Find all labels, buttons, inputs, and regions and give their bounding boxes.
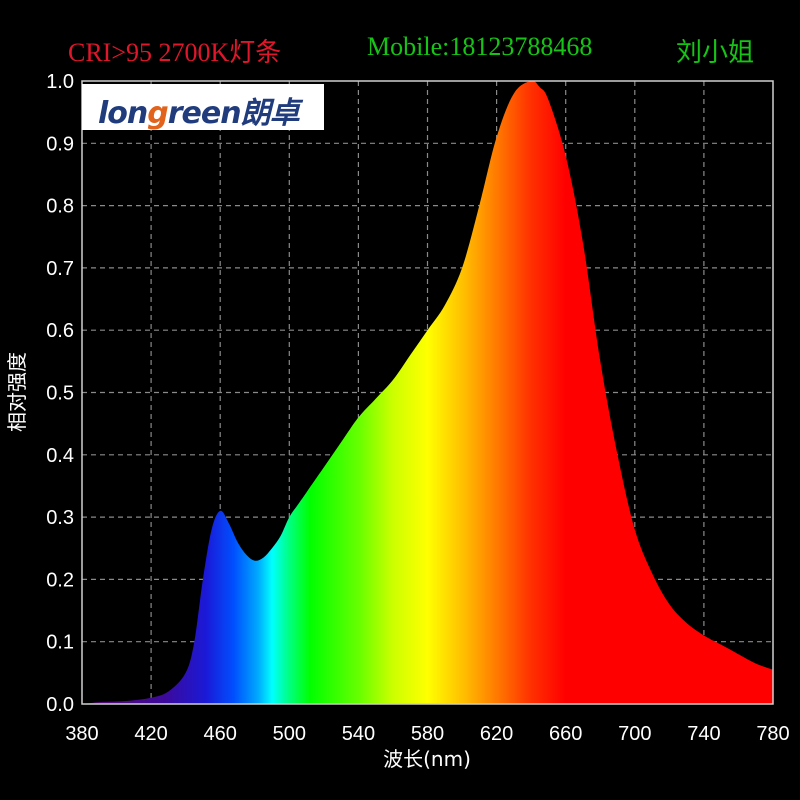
header-bar: CRI>95 2700K灯条 Mobile:18123788468 刘小姐 [0, 28, 800, 72]
y-tick-label: 0.5 [46, 383, 74, 405]
y-tick-label: 0.8 [46, 196, 74, 218]
x-tick-label: 780 [756, 723, 789, 745]
x-tick-label: 660 [549, 723, 582, 745]
spectrum-area [82, 80, 773, 704]
y-tick-label: 0.1 [46, 632, 74, 654]
y-axis-label: 相对强度 [5, 352, 29, 432]
logo-part-tail: reen [167, 96, 242, 131]
y-tick-labels: 0.0 0.1 0.2 0.3 0.4 0.5 0.6 0.7 0.8 0.9 1.0 [46, 71, 74, 716]
x-tick-label: 580 [411, 723, 444, 745]
logo-wordmark: longreen朗卓 [98, 88, 300, 132]
x-tick-label: 420 [134, 723, 167, 745]
logo-part-cn: 朗卓 [240, 96, 300, 131]
y-tick-label: 0.2 [46, 569, 74, 591]
y-tick-label: 0.7 [46, 258, 74, 280]
x-axis-label: 波长(nm) [383, 747, 471, 771]
y-tick-label: 1.0 [46, 71, 74, 93]
y-tick-label: 0.9 [46, 133, 74, 155]
y-tick-label: 0.0 [46, 694, 74, 716]
brand-logo: longreen朗卓 [82, 84, 324, 132]
y-tick-label: 0.4 [46, 445, 74, 467]
x-tick-label: 460 [204, 723, 237, 745]
x-tick-label: 380 [65, 723, 98, 745]
x-tick-label: 500 [273, 723, 306, 745]
contact-name: 刘小姐 [676, 38, 755, 67]
mobile-number: Mobile:18123788468 [367, 32, 593, 61]
product-title: CRI>95 2700K灯条 [68, 38, 282, 67]
x-tick-label: 540 [342, 723, 375, 745]
y-tick-label: 0.3 [46, 507, 74, 529]
logo-part-lead: lon [98, 96, 148, 131]
y-tick-label: 0.6 [46, 320, 74, 342]
x-tick-labels: 380 420 460 500 540 580 620 660 700 740 780 [65, 723, 789, 745]
x-tick-label: 620 [480, 723, 513, 745]
x-tick-label: 700 [618, 723, 651, 745]
x-tick-label: 740 [687, 723, 720, 745]
logo-part-accent: g [147, 96, 169, 131]
plot-frame [81, 80, 774, 705]
